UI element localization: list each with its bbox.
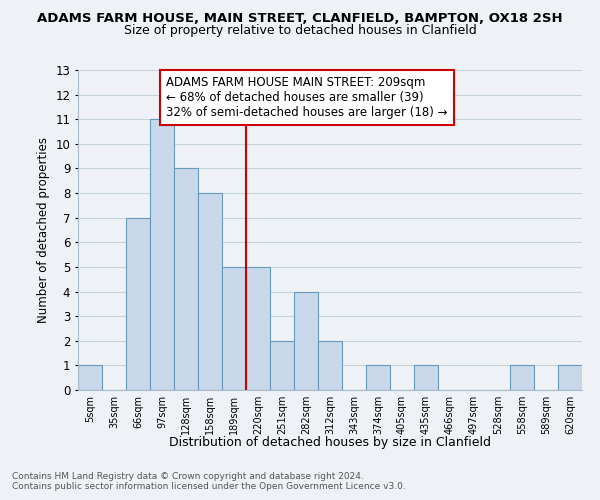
Bar xyxy=(510,366,534,390)
Text: ADAMS FARM HOUSE MAIN STREET: 209sqm
← 68% of detached houses are smaller (39)
3: ADAMS FARM HOUSE MAIN STREET: 209sqm ← 6… xyxy=(166,76,448,120)
Bar xyxy=(150,119,174,390)
Bar xyxy=(414,366,438,390)
Bar xyxy=(246,267,270,390)
Bar xyxy=(558,366,582,390)
Y-axis label: Number of detached properties: Number of detached properties xyxy=(37,137,50,323)
Bar xyxy=(294,292,318,390)
Bar xyxy=(366,366,390,390)
Text: Distribution of detached houses by size in Clanfield: Distribution of detached houses by size … xyxy=(169,436,491,449)
Bar xyxy=(270,341,294,390)
Bar xyxy=(174,168,198,390)
Text: Contains HM Land Registry data © Crown copyright and database right 2024.: Contains HM Land Registry data © Crown c… xyxy=(12,472,364,481)
Text: ADAMS FARM HOUSE, MAIN STREET, CLANFIELD, BAMPTON, OX18 2SH: ADAMS FARM HOUSE, MAIN STREET, CLANFIELD… xyxy=(37,12,563,26)
Text: Contains public sector information licensed under the Open Government Licence v3: Contains public sector information licen… xyxy=(12,482,406,491)
Bar xyxy=(126,218,150,390)
Bar xyxy=(78,366,102,390)
Bar xyxy=(222,267,246,390)
Text: Size of property relative to detached houses in Clanfield: Size of property relative to detached ho… xyxy=(124,24,476,37)
Bar xyxy=(318,341,342,390)
Bar xyxy=(198,193,222,390)
